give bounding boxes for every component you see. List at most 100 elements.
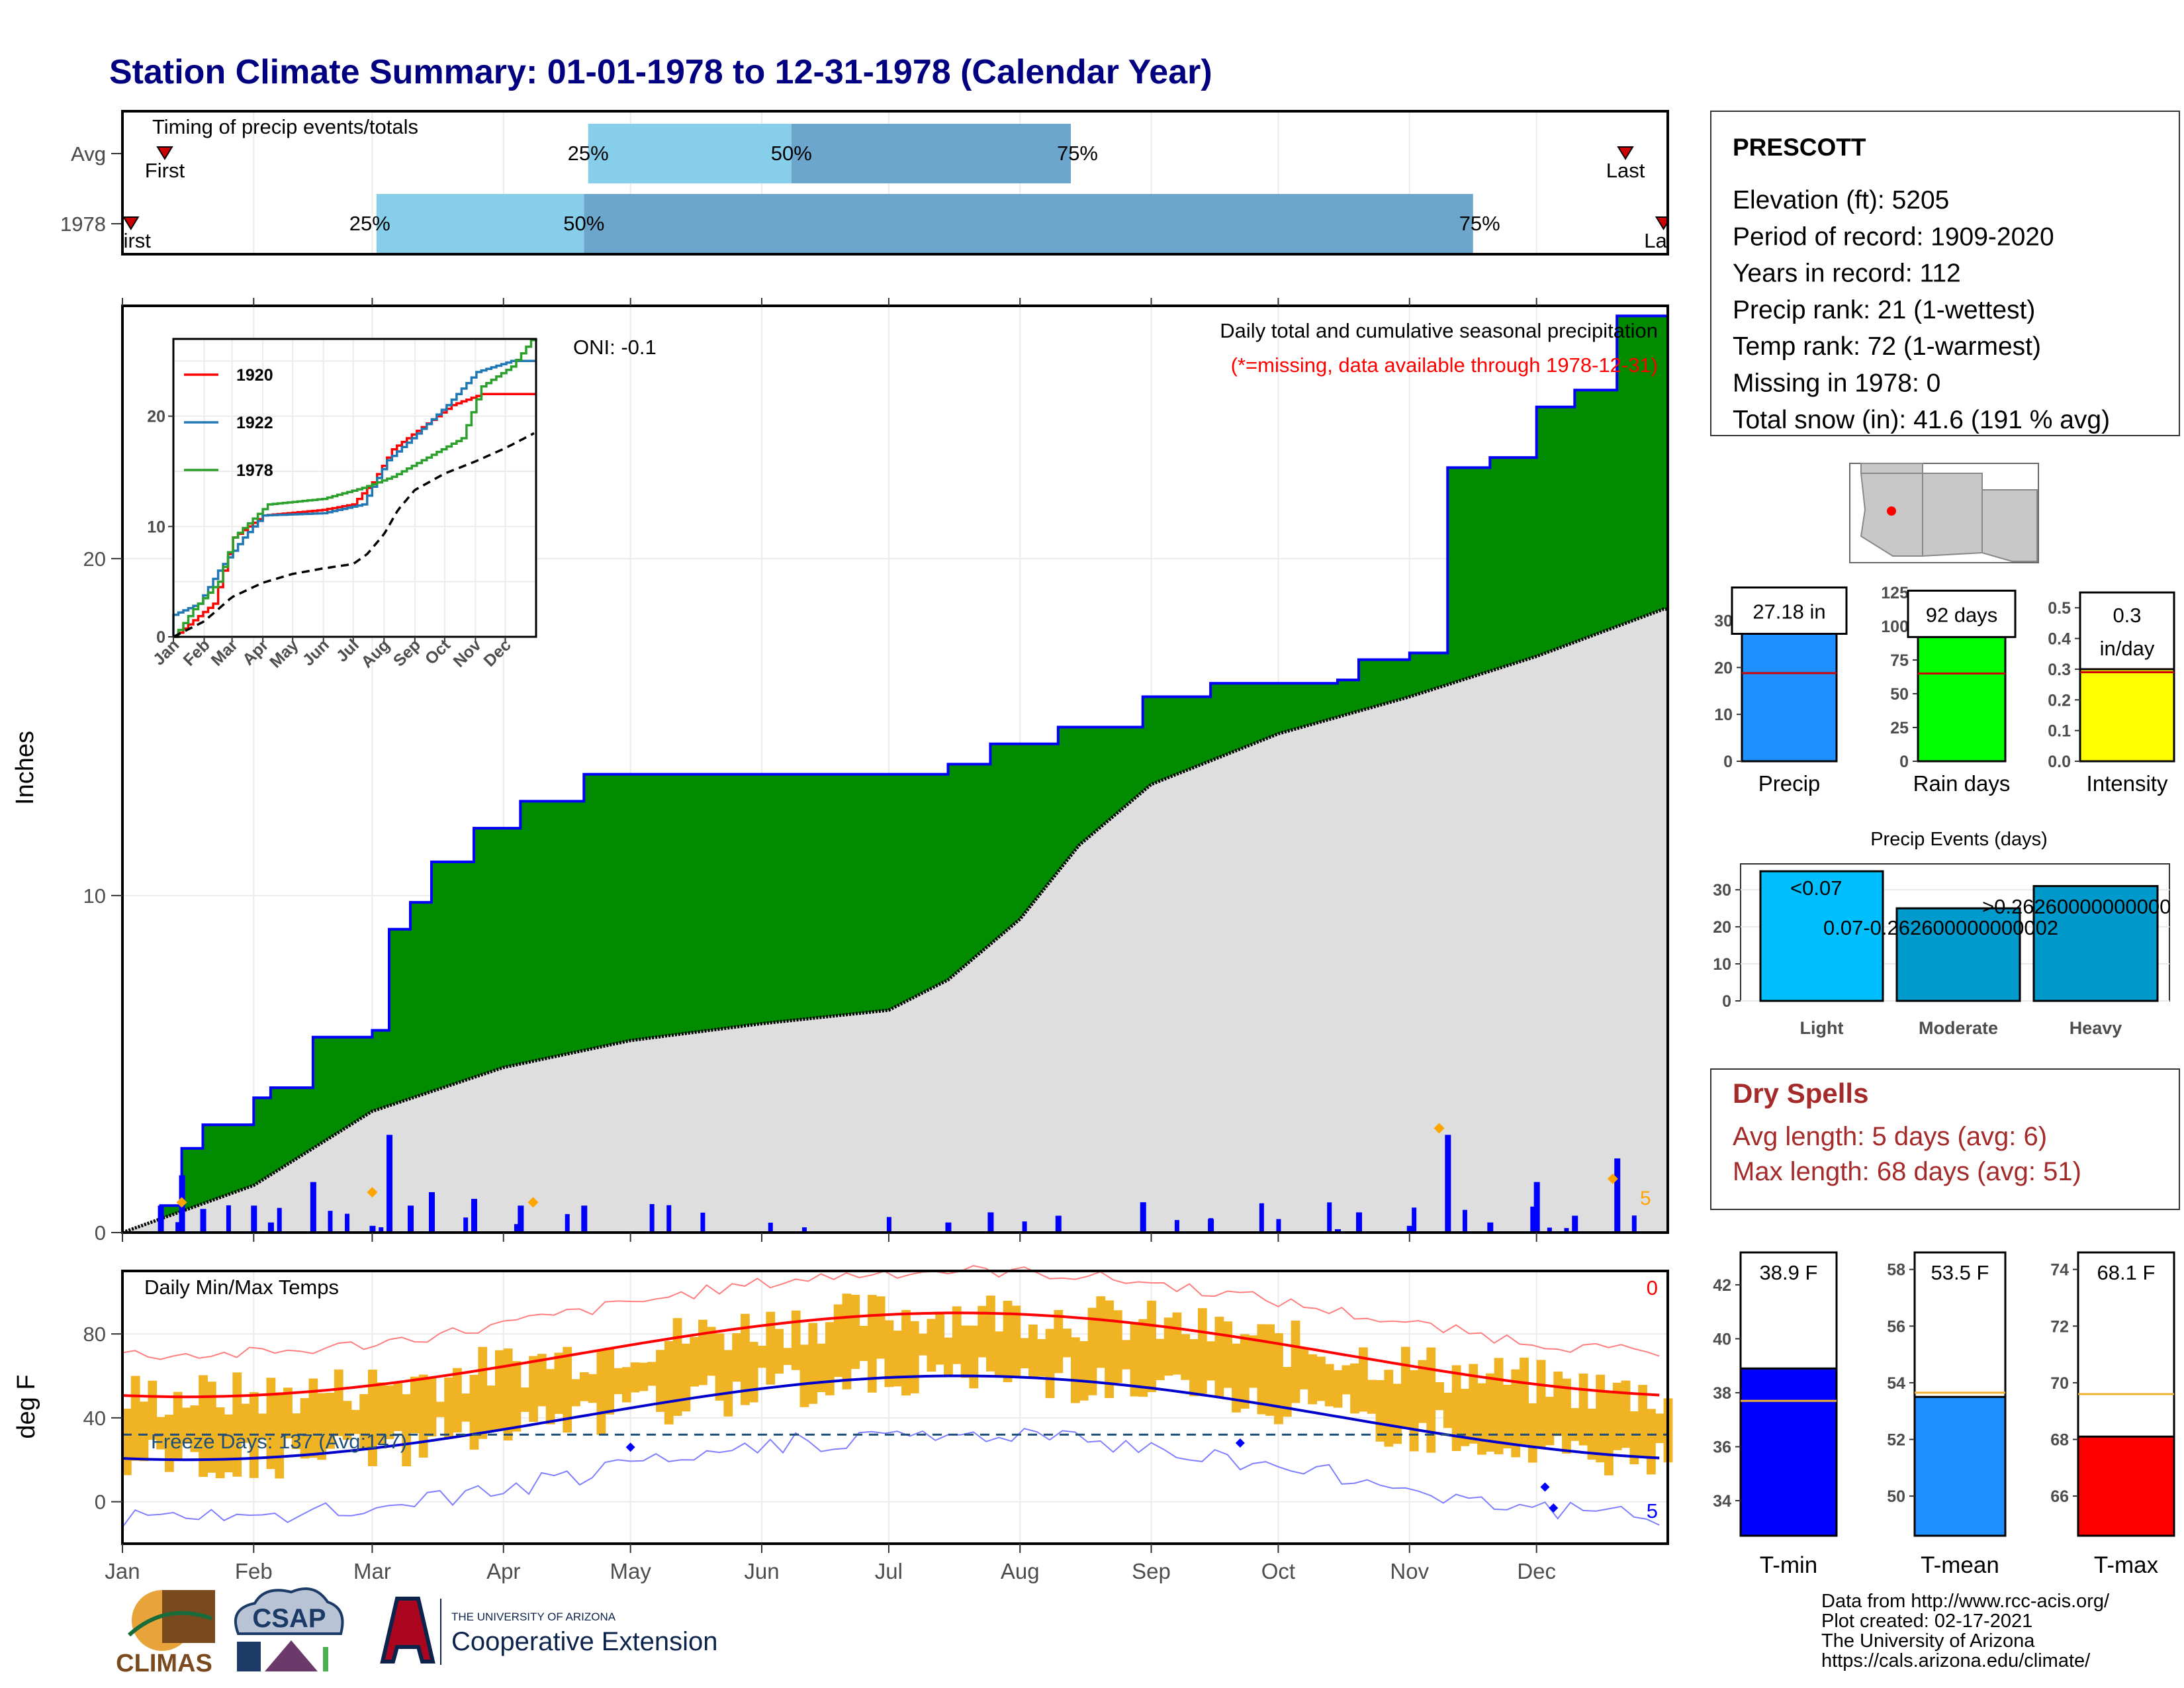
record-low-marker [625, 1442, 635, 1452]
daily-temp-range-bar [1308, 1354, 1318, 1405]
month-label: Nov [1390, 1559, 1429, 1583]
csap-logo-bars [237, 1642, 261, 1671]
daily-temp-range-bar [969, 1325, 979, 1389]
daily-temp-range-bar [706, 1327, 716, 1376]
last-event-marker [1617, 146, 1634, 160]
inset-normal-line [173, 432, 535, 638]
snow-marker [527, 1197, 539, 1208]
daily-temp-range-bar [715, 1333, 725, 1401]
summary-value-box [1907, 589, 2017, 638]
summary-bar-ytick-label: 0.3 [2048, 661, 2071, 679]
oni-label: ONI: -0.1 [573, 336, 657, 359]
footer-info-line: Plot created: 02-17-2021 [1821, 1611, 2032, 1632]
daily-temp-range-bar [842, 1293, 852, 1389]
daily-temp-range-bar [1324, 1364, 1334, 1407]
daily-temp-range-bar [935, 1311, 945, 1365]
daily-temp-range-bar [512, 1361, 522, 1432]
daily-temp-range-bar [351, 1409, 361, 1434]
daily-precip-bar [1547, 1227, 1552, 1233]
daily-temp-range-bar [647, 1362, 657, 1386]
utah-state-shape [1860, 463, 1923, 474]
daily-temp-range-bar [799, 1344, 809, 1407]
daily-precip-bar [1335, 1229, 1342, 1233]
summary-value-box [1731, 586, 1848, 635]
summary-value-label: 92 days [1926, 603, 1998, 626]
dry-spells-box [1710, 1068, 2180, 1210]
daily-temp-range-bar [1570, 1408, 1580, 1441]
daily-temp-range-bar [1578, 1373, 1588, 1446]
daily-precip-bar [310, 1182, 316, 1233]
daily-temp-range-bar [469, 1374, 479, 1450]
daily-temp-range-bar [164, 1415, 174, 1472]
daily-temp-range-bar [994, 1331, 1004, 1376]
daily-temp-range-bar [402, 1394, 412, 1467]
daily-precip-bar [267, 1222, 274, 1233]
daily-temp-range-bar [563, 1346, 572, 1433]
summary-bar-ytick-label: 0.4 [2048, 630, 2071, 649]
daily-temp-range-bar [681, 1343, 691, 1412]
daily-temp-range-bar [1096, 1296, 1106, 1368]
timing-row-label: 1978 [60, 212, 106, 236]
summary-bar [2079, 668, 2175, 763]
last-event-label: Last [1606, 159, 1645, 182]
daily-temp-range-bar [614, 1368, 623, 1395]
daily-temp-range-bar [545, 1369, 555, 1425]
daily-temp-range-bar [1054, 1310, 1064, 1374]
daily-precip-bar [387, 1135, 393, 1233]
temp-summary-ytick-label: 36 [1713, 1438, 1731, 1456]
daily-temp-range-bar [418, 1374, 428, 1458]
timing-row-label: Avg [71, 142, 106, 165]
daily-temp-range-bar [639, 1362, 649, 1391]
climas-logo-swoosh [127, 1611, 213, 1637]
precip-missing-caption: (*=missing, data available through 1978-… [1231, 353, 1658, 377]
daily-temp-range-bar [808, 1323, 818, 1404]
daily-temp-range-bar [1409, 1370, 1419, 1452]
month-label: Jun [744, 1559, 779, 1583]
event-category-label: Heavy [2070, 1018, 2122, 1038]
month-label: May [610, 1559, 651, 1583]
daily-temp-range-bar [122, 1408, 132, 1476]
daily-temp-range-bar [1392, 1383, 1402, 1444]
daily-temp-range-bar [1342, 1365, 1351, 1395]
daily-temp-range-bar [605, 1347, 615, 1415]
daily-temp-range-bar [1443, 1392, 1453, 1429]
inset-ytick-label: 20 [147, 408, 165, 426]
daily-temp-range-bar [1248, 1335, 1258, 1388]
daily-precip-bar [1259, 1203, 1264, 1233]
page-title: Station Climate Summary: 01-01-1978 to 1… [109, 53, 1212, 91]
daily-temp-range-bar [588, 1374, 598, 1403]
daily-precip-bar [408, 1205, 414, 1233]
daily-temp-range-bar [876, 1296, 886, 1359]
daily-temp-range-bar [1240, 1334, 1250, 1409]
temp-summary-label: T-mean [1921, 1552, 1999, 1578]
daily-temp-range-bar [1316, 1356, 1326, 1401]
daily-precip-bar [463, 1217, 469, 1233]
daily-precip-bar [310, 1215, 316, 1233]
precip-normal-area [122, 609, 1668, 1233]
daily-temp-range-bar [1375, 1380, 1385, 1442]
inset-legend-label: 1922 [236, 414, 273, 432]
daily-temp-range-bar [850, 1295, 860, 1369]
daily-precip-bar [1022, 1221, 1027, 1233]
daily-precip-bar [1533, 1182, 1540, 1233]
daily-precip-bar [768, 1223, 773, 1233]
summary-bar [1741, 632, 1838, 763]
daily-temp-range-bar [1274, 1333, 1283, 1425]
precip-panel-border [121, 305, 1669, 1234]
summary-bar-ytick-label: 25 [1890, 719, 1909, 737]
daily-temp-range-bar [334, 1369, 343, 1436]
daily-temp-range-bar [1121, 1340, 1131, 1370]
inset-ytick-label: 10 [147, 518, 165, 536]
temp-summary-bar [1739, 1367, 1838, 1537]
daily-precip-bar [200, 1209, 206, 1233]
inset-bg [173, 339, 536, 637]
month-label: Jul [875, 1559, 903, 1583]
daily-temp-range-bar [723, 1350, 733, 1417]
daily-temp-range-bar [1359, 1347, 1368, 1412]
daily-temp-range-bar [520, 1387, 530, 1412]
daily-temp-range-bar [986, 1295, 995, 1372]
new-mexico-state-shape [1922, 473, 1983, 557]
daily-temp-range-bar [774, 1329, 784, 1374]
month-label: Apr [486, 1559, 520, 1583]
daily-precip-bar [1406, 1225, 1413, 1233]
